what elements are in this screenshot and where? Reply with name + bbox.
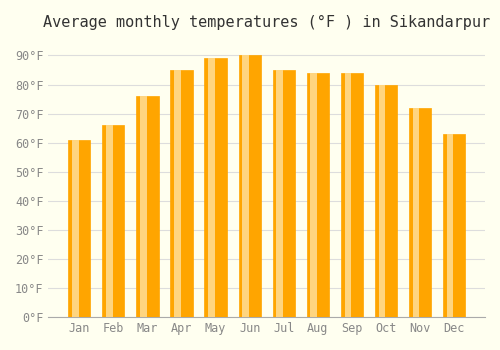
Bar: [344, 73, 351, 317]
Bar: [409, 108, 431, 317]
Bar: [375, 84, 397, 317]
Bar: [306, 73, 329, 317]
Bar: [443, 134, 465, 317]
Bar: [68, 140, 90, 317]
Bar: [242, 55, 249, 317]
Bar: [72, 140, 78, 317]
Bar: [276, 70, 283, 317]
Bar: [310, 73, 317, 317]
Bar: [204, 58, 227, 317]
Bar: [208, 58, 215, 317]
Bar: [272, 70, 295, 317]
Bar: [140, 96, 147, 317]
Bar: [106, 125, 112, 317]
Title: Average monthly temperatures (°F ) in Sikandarpur: Average monthly temperatures (°F ) in Si…: [43, 15, 490, 30]
Bar: [174, 70, 181, 317]
Bar: [447, 134, 454, 317]
Bar: [412, 108, 420, 317]
Bar: [378, 84, 386, 317]
Bar: [136, 96, 158, 317]
Bar: [102, 125, 124, 317]
Bar: [170, 70, 192, 317]
Bar: [238, 55, 260, 317]
Bar: [341, 73, 363, 317]
